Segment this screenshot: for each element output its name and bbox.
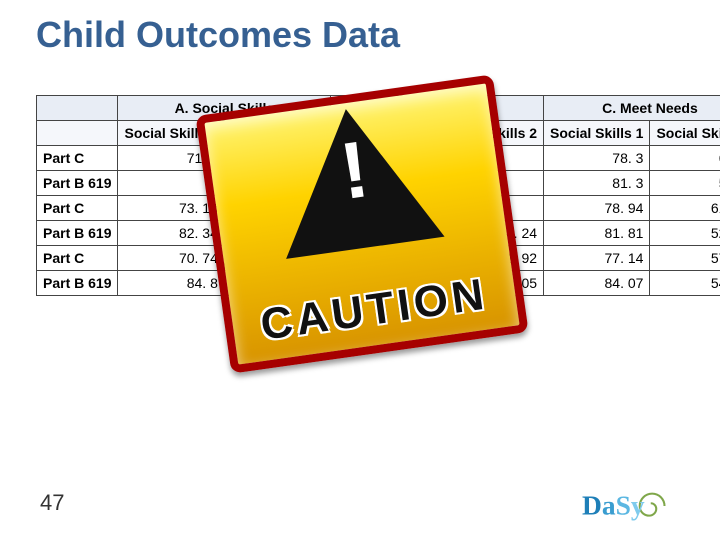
data-cell: 84. 07 <box>544 271 650 296</box>
data-cell: 82. 34 <box>118 221 224 246</box>
dasy-logo: DaSy <box>582 482 692 530</box>
row-label: Part B 619 <box>37 221 118 246</box>
slide-title: Child Outcomes Data <box>36 14 400 56</box>
row-label: Part C <box>37 196 118 221</box>
data-cell: 84. 8 <box>118 271 224 296</box>
data-cell: 53. 6 <box>650 171 720 196</box>
data-cell: 61. 12 <box>650 196 720 221</box>
data-cell: 81. 3 <box>544 171 650 196</box>
row-label: Part B 619 <box>37 271 118 296</box>
sub-c1: Social Skills 1 <box>544 121 650 146</box>
sub-c2: Social Skills 2 <box>650 121 720 146</box>
svg-text:DaSy: DaSy <box>582 489 645 520</box>
data-cell: 54. 46 <box>650 271 720 296</box>
data-cell: 70. 74 <box>118 246 224 271</box>
row-label: Part B 619 <box>37 171 118 196</box>
data-cell: 78. 3 <box>544 146 650 171</box>
row-header-blank <box>37 96 118 121</box>
row-label: Part C <box>37 146 118 171</box>
row-label: Part C <box>37 246 118 271</box>
caution-sign: ! CAUTION <box>195 74 528 373</box>
row-header-blank2 <box>37 121 118 146</box>
col-group-c: C. Meet Needs <box>544 96 720 121</box>
data-cell: 81. 81 <box>544 221 650 246</box>
data-cell: 78. 94 <box>544 196 650 221</box>
data-cell: 60. 5 <box>650 146 720 171</box>
slide: Child Outcomes Data A. Social Skills B. … <box>0 0 720 540</box>
page-number: 47 <box>40 490 64 516</box>
data-cell: 52. 05 <box>650 221 720 246</box>
data-cell: 77. 14 <box>544 246 650 271</box>
data-cell: 57. 42 <box>650 246 720 271</box>
